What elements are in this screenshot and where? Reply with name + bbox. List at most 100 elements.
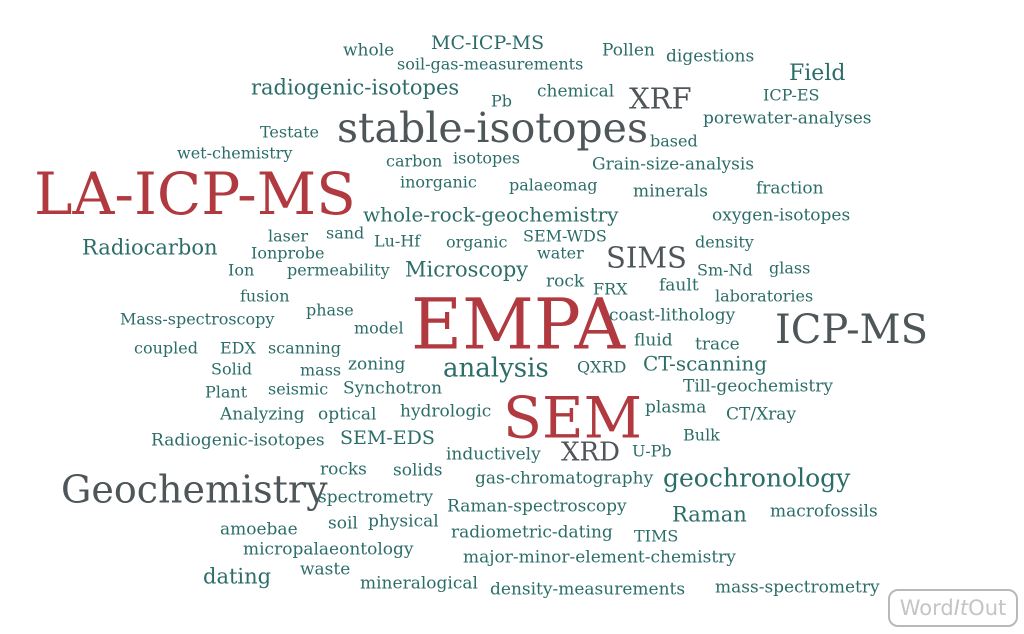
word-density: density xyxy=(695,232,754,252)
logo-text-it: It xyxy=(953,596,969,620)
word-tims: TIMS xyxy=(634,526,679,546)
word-synchotron: Synchotron xyxy=(343,378,443,399)
word-qxrd: QXRD xyxy=(577,357,627,377)
word-amoebae: amoebae xyxy=(220,519,298,540)
wordit-out-logo[interactable]: Word It Out xyxy=(888,589,1018,627)
word-analysis: analysis xyxy=(443,353,549,384)
word-icp-ms: ICP-MS xyxy=(775,306,929,353)
word-radiogenic-isotopes-upper: Radiogenic-isotopes xyxy=(151,430,325,451)
word-ionprobe: Ionprobe xyxy=(251,243,325,263)
word-coupled: coupled xyxy=(134,338,198,358)
word-mass: mass xyxy=(300,360,342,380)
word-zoning: zoning xyxy=(348,354,406,375)
word-trace: trace xyxy=(695,334,740,355)
word-permeability: permeability xyxy=(287,260,390,280)
word-seismic: seismic xyxy=(268,379,329,399)
word-till-geochemistry: Till-geochemistry xyxy=(683,376,833,397)
word-coast-lithology: coast-lithology xyxy=(609,305,736,326)
word-whole-rock-geochemistry: whole-rock-geochemistry xyxy=(363,202,619,227)
word-wet-chemistry: wet-chemistry xyxy=(177,143,293,163)
word-sand: sand xyxy=(326,223,365,243)
word-geochemistry: Geochemistry xyxy=(61,467,328,512)
word-minerals: minerals xyxy=(633,181,708,202)
word-major-minor-element-chemistry: major-minor-element-chemistry xyxy=(463,547,736,568)
word-scanning: scanning xyxy=(268,338,341,358)
word-fraction: fraction xyxy=(756,178,824,199)
word-gas-chromatography: gas-chromatography xyxy=(475,468,654,489)
word-pb: Pb xyxy=(491,91,513,111)
word-inductively: inductively xyxy=(446,444,541,465)
word-micropalaeontology: micropalaeontology xyxy=(243,539,414,560)
logo-text-out: Out xyxy=(968,596,1007,620)
word-sem-eds: SEM-EDS xyxy=(340,427,435,450)
word-glass: glass xyxy=(769,258,811,278)
word-testate: Testate xyxy=(260,122,319,142)
word-model: model xyxy=(354,318,404,338)
word-soil-gas-measurements: soil-gas-measurements xyxy=(397,54,584,74)
word-fault: fault xyxy=(659,275,699,296)
word-radiogenic-isotopes-lower: radiogenic-isotopes xyxy=(251,75,460,100)
word-isotopes: isotopes xyxy=(453,148,520,168)
word-mc-icp-ms: MC-ICP-MS xyxy=(431,32,545,55)
word-ct-xray: CT/Xray xyxy=(726,404,797,425)
word-macrofossils: macrofossils xyxy=(770,501,878,522)
word-dating: dating xyxy=(203,564,272,589)
word-fluid: fluid xyxy=(634,330,673,351)
word-laser: laser xyxy=(268,226,308,246)
word-ct-scanning: CT-scanning xyxy=(643,351,768,376)
word-based: based xyxy=(650,131,698,151)
word-density-measurements: density-measurements xyxy=(490,579,686,600)
word-stable-isotopes: stable-isotopes xyxy=(337,104,648,153)
word-optical: optical xyxy=(318,404,377,425)
word-analyzing: Analyzing xyxy=(220,404,305,425)
word-bulk: Bulk xyxy=(683,425,720,445)
word-soil: soil xyxy=(328,513,358,534)
word-fusion: fusion xyxy=(240,286,290,306)
word-la-icp-ms: LA-ICP-MS xyxy=(34,159,356,228)
word-sem-wds: SEM-WDS xyxy=(523,226,607,246)
word-rock: rock xyxy=(546,271,585,292)
word-u-pb: U-Pb xyxy=(632,441,672,461)
word-ion: Ion xyxy=(228,260,255,280)
word-radiometric-dating: radiometric-dating xyxy=(451,522,613,543)
word-waste: waste xyxy=(300,559,351,580)
word-radiocarbon: Radiocarbon xyxy=(82,235,218,260)
word-sims: SIMS xyxy=(606,240,687,275)
word-plasma: plasma xyxy=(645,397,707,418)
word-chemical: chemical xyxy=(537,81,615,102)
word-water: water xyxy=(537,243,584,263)
word-sm-nd: Sm-Nd xyxy=(697,260,753,280)
word-digestions: digestions xyxy=(666,46,755,67)
word-microscopy: Microscopy xyxy=(405,257,529,282)
word-solids: solids xyxy=(393,460,443,481)
word-grain-size-analysis: Grain-size-analysis xyxy=(592,154,755,175)
word-empa: EMPA xyxy=(411,283,625,366)
word-raman: Raman xyxy=(672,502,747,527)
word-inorganic: inorganic xyxy=(400,172,477,192)
word-xrf: XRF xyxy=(629,81,692,116)
word-edx: EDX xyxy=(220,338,256,358)
word-oxygen-isotopes: oxygen-isotopes xyxy=(712,205,851,226)
word-plant: Plant xyxy=(205,382,248,402)
word-organic: organic xyxy=(446,232,508,252)
word-mass-spectrometry: mass-spectrometry xyxy=(715,577,880,598)
word-phase: phase xyxy=(306,300,354,320)
word-porewater-analyses: porewater-analyses xyxy=(703,108,872,129)
word-spectrometry: spectrometry xyxy=(318,487,434,508)
word-hydrologic: hydrologic xyxy=(400,401,492,422)
word-laboratories: laboratories xyxy=(715,286,814,306)
word-whole: whole xyxy=(343,40,395,61)
word-icp-es: ICP-ES xyxy=(763,85,820,105)
word-frx: FRX xyxy=(593,279,628,299)
word-field: Field xyxy=(789,60,846,86)
word-solid: Solid xyxy=(211,359,253,379)
word-physical: physical xyxy=(368,511,439,532)
word-pollen: Pollen xyxy=(602,40,655,61)
word-sem: SEM xyxy=(503,385,643,452)
word-palaeomag: palaeomag xyxy=(509,175,598,195)
logo-text-word: Word xyxy=(899,596,954,620)
word-raman-spectroscopy: Raman-spectroscopy xyxy=(447,496,627,517)
word-lu-hf: Lu-Hf xyxy=(374,231,421,251)
word-mass-spectroscopy: Mass-spectroscopy xyxy=(120,309,275,329)
word-rocks: rocks xyxy=(320,459,367,480)
